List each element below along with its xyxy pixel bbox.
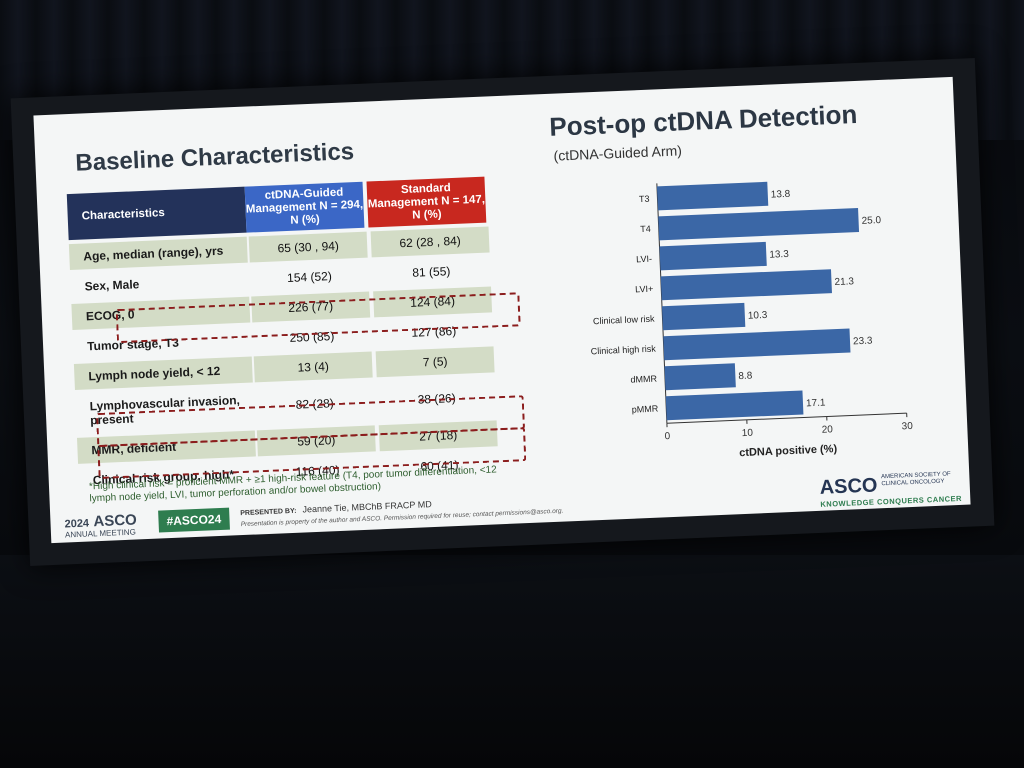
- hashtag-badge: #ASCO24: [158, 507, 230, 533]
- row-standard-value: 81 (55): [412, 264, 451, 280]
- ctdna-bar-chart: T3 13.8 T4 25.0 LVI- 13.3 LVI+ 21.3 Clinical low…: [591, 181, 913, 459]
- bar: [663, 328, 851, 361]
- x-tick-label: 20: [822, 424, 834, 435]
- category-label: T3: [639, 194, 650, 204]
- row-standard-value: 62 (28 , 84): [370, 226, 490, 258]
- header-characteristics: Characteristics: [66, 186, 247, 241]
- bar: [661, 302, 746, 331]
- bar: [660, 269, 832, 301]
- right-subtitle: (ctDNA-Guided Arm): [553, 142, 683, 164]
- value-label: 13.8: [771, 189, 791, 201]
- row-label: Lymph node yield, < 12: [73, 356, 253, 390]
- category-label: Clinical high risk: [591, 344, 657, 357]
- row-label: Age, median (range), yrs: [68, 236, 248, 271]
- right-title: Post-op ctDNA Detection: [548, 98, 858, 142]
- x-axis-line: [666, 412, 907, 424]
- header-standard: Standard Management N = 147, N (%): [366, 176, 487, 228]
- asco-logo: ASCO AMERICAN SOCIETY OF CLINICAL ONCOLOG…: [819, 471, 963, 509]
- stage-floor: [0, 555, 1024, 768]
- row-label: Sex, Male: [84, 277, 140, 294]
- x-tick-label: 30: [901, 421, 913, 432]
- x-axis-title: ctDNA positive (%): [739, 443, 838, 459]
- category-label: LVI-: [636, 254, 652, 265]
- bar: [664, 363, 736, 391]
- row-standard-value: 7 (5): [375, 346, 495, 378]
- category-label: dMMR: [630, 374, 657, 385]
- bar: [656, 181, 769, 211]
- value-label: 13.3: [769, 249, 789, 261]
- bar: [665, 390, 804, 421]
- row-guided-value: 13 (4): [253, 351, 373, 383]
- category-label: pMMR: [632, 404, 659, 415]
- header-ctdna-guided: ctDNA-Guided Management N = 294, N (%): [244, 181, 365, 233]
- category-label: T4: [640, 224, 651, 234]
- bar: [658, 208, 860, 241]
- value-label: 17.1: [806, 398, 826, 410]
- row-guided-value: 65 (30 , 94): [248, 231, 368, 263]
- value-label: 25.0: [861, 215, 881, 227]
- presentation-slide: Baseline Characteristics Post-op ctDNA D…: [33, 76, 971, 544]
- bar: [659, 241, 767, 271]
- value-label: 23.3: [853, 335, 873, 347]
- value-label: 8.8: [738, 371, 753, 383]
- asco-meeting-logo: 2024 ASCO ANNUAL MEETING: [64, 511, 138, 540]
- x-tick-label: 0: [664, 431, 670, 442]
- value-label: 21.3: [834, 276, 854, 288]
- x-tick-label: 10: [742, 428, 754, 439]
- category-label: LVI+: [635, 284, 654, 295]
- row-guided-value: 154 (52): [286, 269, 333, 285]
- category-label: Clinical low risk: [593, 314, 655, 327]
- left-title: Baseline Characteristics: [74, 138, 355, 177]
- value-label: 10.3: [748, 310, 768, 322]
